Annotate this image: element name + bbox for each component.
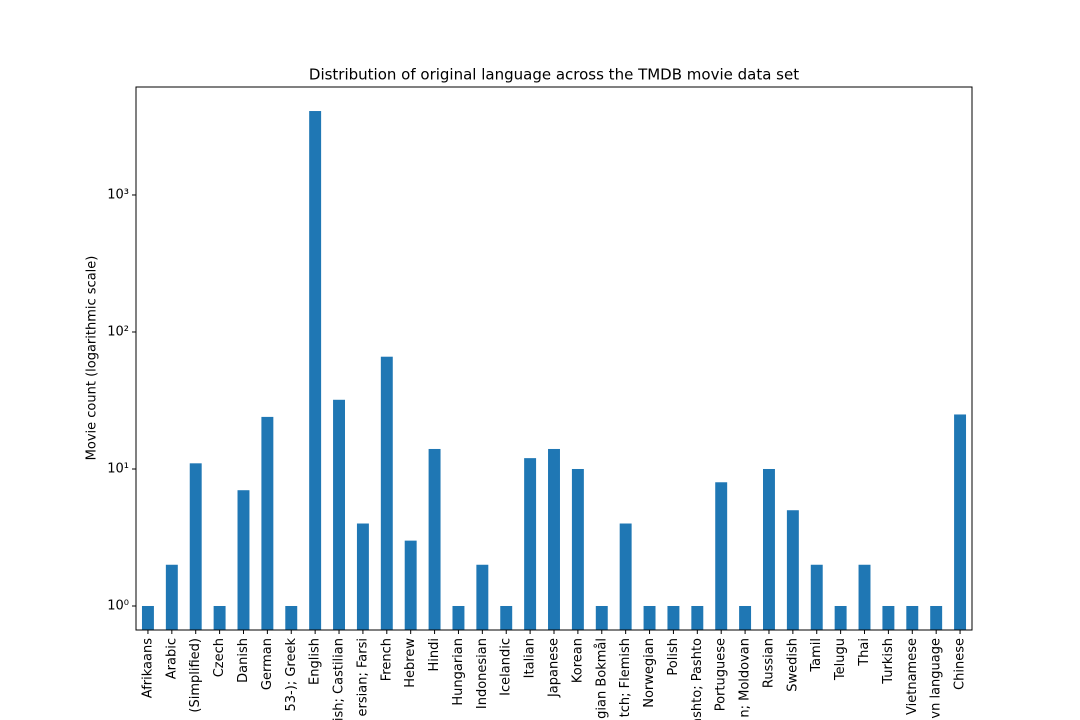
bar <box>189 463 202 630</box>
y-axis-label: Movie count (logarithmic scale) <box>85 256 100 461</box>
y-tick-label: 10¹ <box>107 461 129 476</box>
x-tick-label: Swedish <box>785 638 800 692</box>
x-tick-label: Norwegian <box>642 638 657 708</box>
bar <box>858 564 871 630</box>
bar <box>810 564 823 630</box>
x-tick-label: Czech <box>212 638 227 677</box>
bar <box>882 605 895 630</box>
x-tick-label: Korean <box>570 638 585 683</box>
x-tick-label: tch; Flemish <box>618 638 633 717</box>
x-tick-label: Arabic <box>164 638 179 679</box>
bar <box>476 564 489 630</box>
x-tick-label: Hebrew <box>403 638 418 688</box>
bar <box>763 468 775 630</box>
bar <box>786 510 799 630</box>
x-tick-label: Polish <box>666 638 681 676</box>
bar <box>715 482 728 630</box>
x-tick-label: (Simplified) <box>188 638 203 713</box>
bar <box>739 605 752 630</box>
plot-frame <box>135 86 973 631</box>
bar <box>141 605 154 630</box>
bar <box>667 605 680 630</box>
x-tick-label: Turkish <box>881 638 896 685</box>
x-tick-label: Vietnamese <box>905 638 920 715</box>
bar <box>834 605 847 630</box>
bar <box>404 540 417 630</box>
bar <box>500 605 513 630</box>
x-tick-label: gian Bokmål <box>594 638 609 719</box>
y-tick-label: 10⁰ <box>107 598 129 613</box>
x-tick-label: Telugu <box>833 638 848 681</box>
x-tick-label: Indonesian <box>475 638 490 709</box>
bar <box>619 523 632 630</box>
bar <box>356 523 369 630</box>
x-tick-label: Tamil <box>809 638 824 673</box>
bar <box>643 605 656 630</box>
bar <box>595 605 608 630</box>
bar <box>237 490 250 630</box>
x-tick-label: ersian; Farsi <box>355 638 370 716</box>
x-tick-label: Hungarian <box>451 638 466 706</box>
bar <box>213 605 226 630</box>
x-tick-label: Afrikaans <box>140 638 155 698</box>
x-tick-label: ish; Castilian <box>332 638 347 720</box>
bar <box>309 111 322 630</box>
bar <box>954 414 967 630</box>
x-tick-label: Thai <box>857 638 872 667</box>
bar <box>333 399 345 630</box>
bar <box>524 458 537 630</box>
x-tick-label: Danish <box>236 638 251 683</box>
x-tick-label: Icelandic <box>499 638 514 696</box>
x-tick-label: German <box>260 638 275 690</box>
x-tick-label: Japanese <box>547 638 562 698</box>
bar <box>571 468 584 630</box>
x-tick-label: n; Moldovan <box>738 638 753 718</box>
x-tick-label: Portuguese <box>714 638 729 711</box>
bar <box>285 605 298 630</box>
y-tick-label: 10² <box>107 324 129 339</box>
x-tick-label: Chinese <box>953 638 968 690</box>
bar <box>906 605 919 630</box>
bar <box>691 605 704 630</box>
x-tick-label: French <box>379 638 394 681</box>
x-tick-label: ashto; Pashto <box>690 638 705 720</box>
x-tick-label: Hindi <box>427 638 442 672</box>
bar <box>548 448 560 630</box>
bar <box>165 564 178 630</box>
bar <box>380 356 393 630</box>
chart-title: Distribution of original language across… <box>309 66 799 84</box>
x-tick-label: Russian <box>761 638 776 688</box>
y-tick-label: 10³ <box>107 187 129 202</box>
x-tick-label: Italian <box>523 638 538 678</box>
x-tick-label: vn language <box>929 638 944 719</box>
x-tick-label: 53-); Greek <box>284 638 299 712</box>
bar <box>930 605 943 630</box>
bar <box>261 416 274 630</box>
x-tick-label: English <box>308 638 323 685</box>
bar <box>428 448 441 630</box>
bar <box>452 605 465 630</box>
